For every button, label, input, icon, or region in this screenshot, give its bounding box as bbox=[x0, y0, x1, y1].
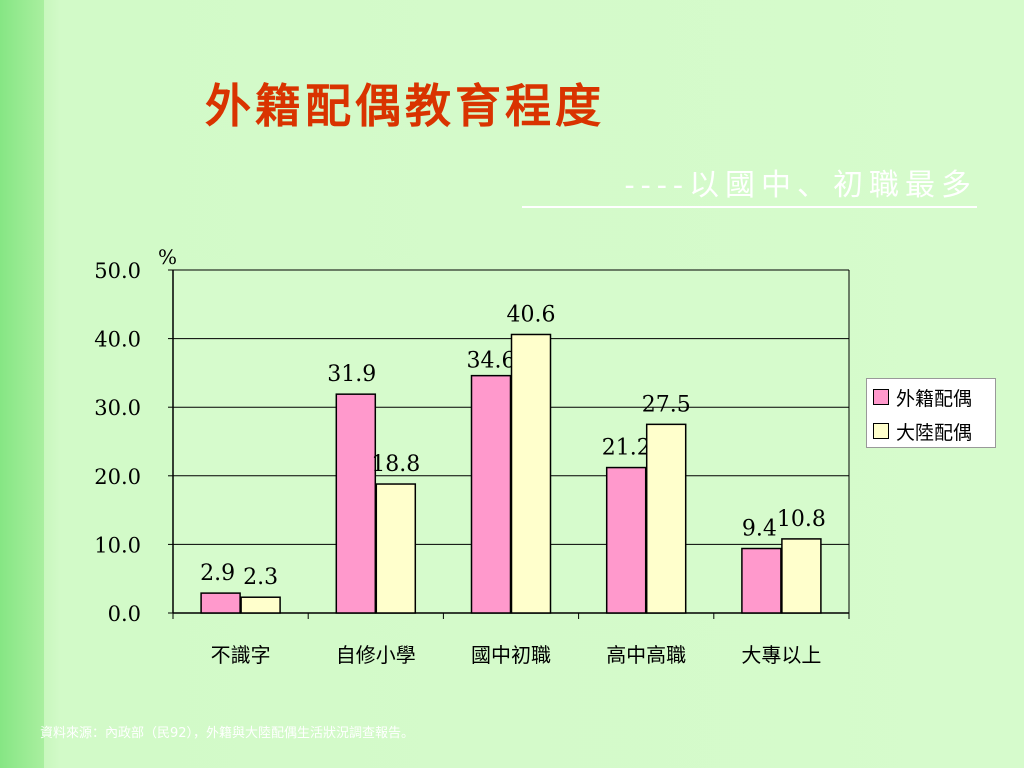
bar-2 bbox=[375, 483, 417, 614]
y-tick-label: 30.0 bbox=[94, 396, 141, 420]
bar-2 bbox=[510, 333, 552, 614]
x-category-label: 大專以上 bbox=[741, 643, 821, 667]
legend-item-series-1: 外籍配偶 bbox=[873, 384, 972, 410]
bar-1 bbox=[335, 393, 377, 614]
legend-label-series-1: 外籍配偶 bbox=[896, 387, 973, 410]
bar-2 bbox=[781, 538, 822, 614]
chart-legend: 外籍配偶 大陸配偶 bbox=[866, 378, 996, 448]
source-note: 資料來源：內政部（民92），外籍與大陸配偶生活狀況調查報告。 bbox=[40, 726, 415, 741]
bar-1 bbox=[605, 466, 647, 614]
y-tick-label: 10.0 bbox=[94, 533, 141, 557]
y-tick-label: 40.0 bbox=[94, 328, 141, 352]
data-label: 2.3 bbox=[243, 565, 278, 590]
y-tick-label: 0.0 bbox=[108, 602, 141, 626]
slide-title: 外籍配偶教育程度 bbox=[205, 79, 605, 133]
y-tick-label: 20.0 bbox=[94, 465, 141, 489]
legend-label-series-2: 大陸配偶 bbox=[896, 421, 973, 444]
bar-1 bbox=[741, 547, 782, 614]
y-tick-label: 50.0 bbox=[94, 259, 141, 283]
legend-swatch-series-2 bbox=[873, 423, 889, 439]
x-category-label: 國中初職 bbox=[471, 643, 551, 667]
data-label: 27.5 bbox=[642, 392, 691, 417]
data-label: 21.2 bbox=[602, 436, 651, 461]
data-label: 40.6 bbox=[507, 302, 556, 327]
bar-2 bbox=[240, 596, 281, 614]
bar-1 bbox=[470, 374, 512, 614]
bar-2 bbox=[645, 423, 687, 614]
x-category-label: 高中高職 bbox=[606, 643, 686, 667]
data-label: 34.6 bbox=[467, 349, 516, 374]
data-label: 10.8 bbox=[777, 507, 826, 532]
data-label: 31.9 bbox=[327, 362, 376, 387]
slide-subtitle: ----以國中、初職最多 bbox=[522, 160, 977, 208]
x-category-label: 自修小學 bbox=[336, 643, 416, 667]
legend-item-series-2: 大陸配偶 bbox=[873, 418, 972, 444]
y-unit-label: % bbox=[158, 245, 177, 269]
left-accent-stripe bbox=[0, 0, 44, 768]
data-label: 9.4 bbox=[742, 517, 777, 542]
bar-1 bbox=[200, 592, 241, 614]
data-label: 18.8 bbox=[371, 452, 420, 477]
legend-swatch-series-1 bbox=[873, 389, 889, 405]
data-label: 2.9 bbox=[200, 561, 235, 586]
x-category-label: 不識字 bbox=[211, 643, 271, 667]
